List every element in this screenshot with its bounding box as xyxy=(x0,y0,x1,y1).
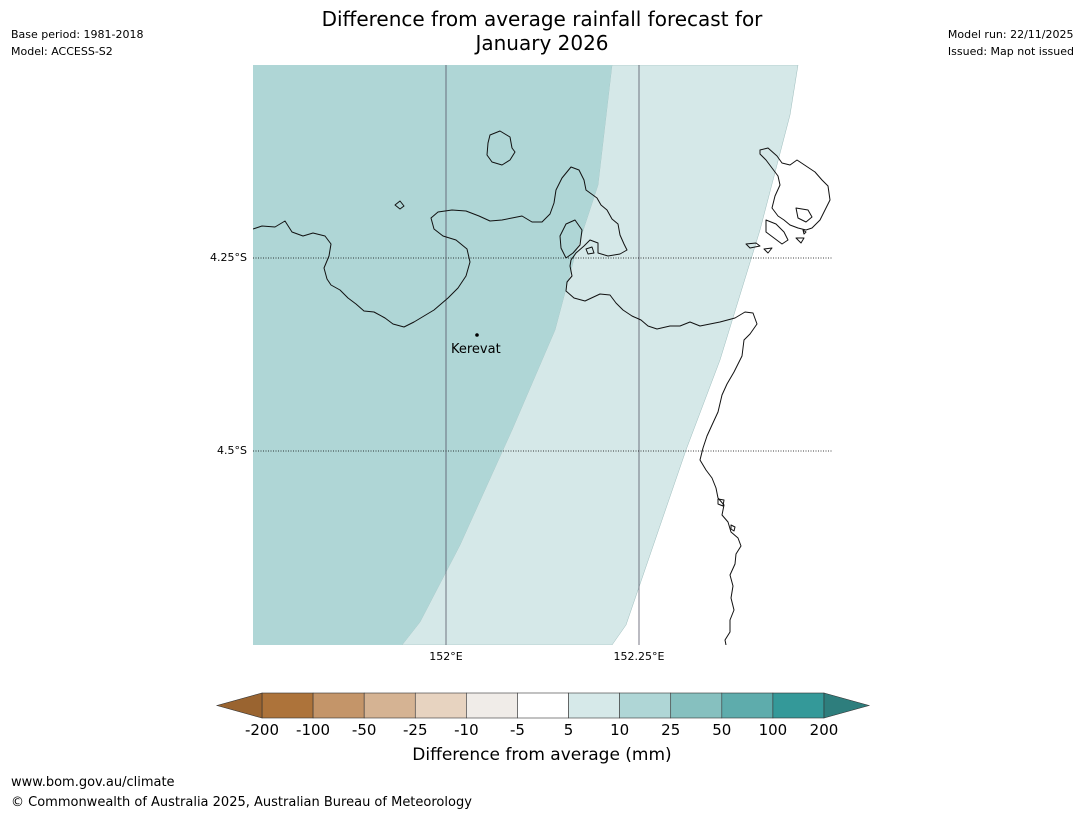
footer-url: www.bom.gov.au/climate xyxy=(11,775,175,790)
meta-right: Model run: 22/11/2025 Issued: Map not is… xyxy=(948,26,1074,60)
colorbar-tick-label: -50 xyxy=(351,721,377,739)
colorbar-under-arrow xyxy=(215,692,263,719)
colorbar-tick-label: -200 xyxy=(244,721,280,739)
colorbar-tick-label: 10 xyxy=(610,721,630,739)
coastline xyxy=(253,130,831,645)
colorbar-bin-9 xyxy=(721,692,774,719)
issued-text: Issued: Map not issued xyxy=(947,45,1074,58)
lon-label-152: 152°E xyxy=(429,650,463,663)
colorbar-bin-5 xyxy=(517,692,569,719)
base-period-text: Base period: 1981-2018 xyxy=(11,28,144,41)
rainfall-map xyxy=(253,65,832,645)
colorbar-tick-label: -10 xyxy=(454,721,479,739)
model-run-text: Model run: 22/11/2025 xyxy=(947,28,1074,41)
lon-label-152-25: 152.25°E xyxy=(613,650,665,663)
colorbar-tick-label: 5 xyxy=(563,721,574,739)
title-line-2: January 2026 xyxy=(475,31,609,55)
town-marker xyxy=(475,333,479,337)
colorbar-tick-label: -25 xyxy=(403,721,428,739)
colorbar-bin-6 xyxy=(568,692,620,719)
colorbar-bin-1 xyxy=(312,692,365,719)
zone-10-to-25 xyxy=(253,65,612,645)
lat-label-4-25: 4.25°S xyxy=(210,251,247,264)
footer-copyright: © Commonwealth of Australia 2025, Austra… xyxy=(11,795,472,810)
lat-label-4-5: 4.5°S xyxy=(217,444,247,457)
meta-left: Base period: 1981-2018 Model: ACCESS-S2 xyxy=(11,26,143,60)
title-line-1: Difference from average rainfall forecas… xyxy=(321,7,763,31)
colorbar-bin-0 xyxy=(261,692,314,719)
colorbar-bin-10 xyxy=(772,692,825,719)
colorbar-bin-8 xyxy=(670,692,723,719)
colorbar-tick-label: 25 xyxy=(661,721,681,739)
colorbar-label: Difference from average (mm) xyxy=(412,745,672,765)
colorbar-tick-label: -100 xyxy=(296,721,331,739)
colorbar-tick-label: 50 xyxy=(712,721,732,739)
map-title: Difference from average rainfall forecas… xyxy=(242,7,842,55)
colorbar-bin-7 xyxy=(619,692,672,719)
colorbar-tick-label: 100 xyxy=(758,721,788,739)
colorbar-tick-label: -5 xyxy=(509,721,525,739)
colorbar-bin-4 xyxy=(466,692,518,719)
model-text: Model: ACCESS-S2 xyxy=(11,45,113,58)
colorbar-over-arrow xyxy=(823,692,871,719)
colorbar-tick-label: 200 xyxy=(809,721,839,739)
colorbar-bin-3 xyxy=(414,692,467,719)
place-label-kerevat: Kerevat xyxy=(451,342,501,357)
colorbar-bin-2 xyxy=(363,692,416,719)
